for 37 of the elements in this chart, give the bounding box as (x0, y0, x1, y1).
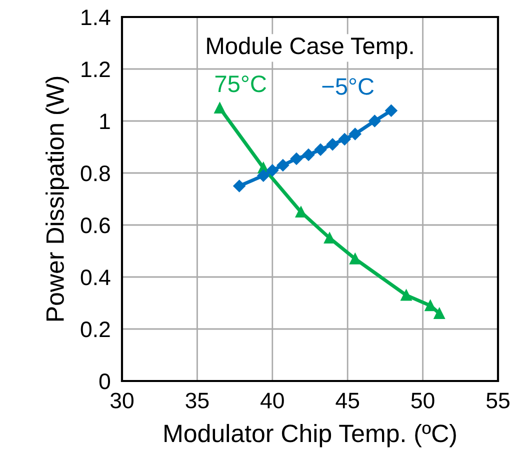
point (233, 180, 246, 192)
y-tick-label: 1.4 (82, 10, 110, 26)
y-tick-label: 0 (99, 374, 110, 390)
x-tick-label: 45 (336, 392, 360, 408)
point (350, 253, 361, 264)
point (276, 159, 290, 172)
point (434, 308, 445, 319)
point (368, 114, 381, 128)
y-tick-label: 0.6 (80, 218, 110, 234)
y-axis-title: Power Dissipation (W) (46, 76, 69, 321)
x-tick-label: 35 (186, 392, 209, 408)
point (314, 144, 327, 156)
y-tick-label: 1 (100, 114, 110, 130)
point (257, 170, 270, 182)
x-axis-title: Modulator Chip Temp. (ºC) (164, 424, 456, 448)
point (214, 102, 226, 114)
y-tick-label: 0.2 (80, 322, 110, 338)
series-label: −5°C (322, 78, 374, 95)
y-tick-label: 1.2 (82, 62, 110, 78)
point (338, 133, 351, 146)
point (295, 206, 307, 218)
y-tick-label: 0.8 (80, 166, 110, 182)
y-tick-label: 0.4 (80, 270, 110, 286)
point (400, 290, 412, 301)
point (326, 138, 339, 150)
point (302, 148, 315, 161)
x-tick-label: 40 (260, 392, 284, 408)
point (385, 104, 398, 117)
point (290, 152, 303, 165)
x-tick-label: 50 (411, 392, 434, 408)
series-label: 75°C (215, 76, 266, 92)
point (266, 164, 278, 176)
x-tick-label: 30 (110, 392, 134, 408)
annotation: Module Case Temp. (207, 36, 413, 59)
point (349, 128, 362, 140)
x-tick-label: 55 (486, 392, 510, 408)
point (424, 300, 436, 312)
